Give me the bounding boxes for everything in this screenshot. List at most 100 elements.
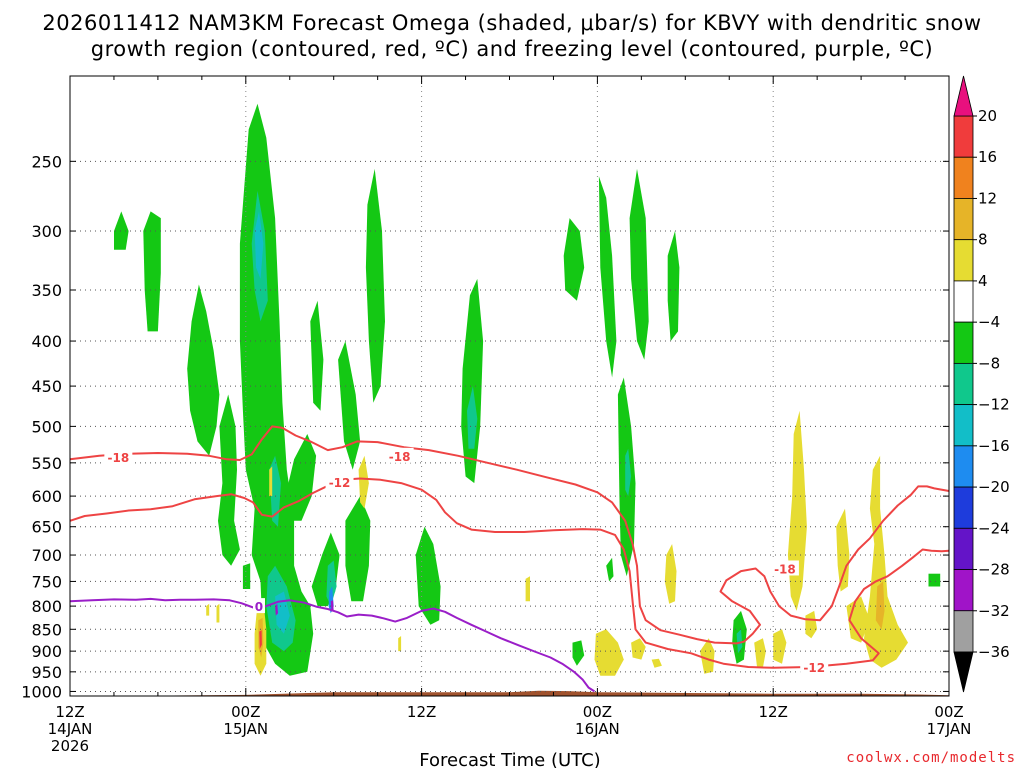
omega-shade-region — [625, 448, 632, 497]
x-tick-label: 00Z — [583, 703, 612, 721]
colorbar-swatch — [953, 527, 974, 570]
colorbar-swatch — [953, 362, 974, 406]
colorbar-label: −28 — [978, 561, 1010, 579]
colorbar-swatch — [953, 198, 974, 241]
omega-shade-region — [736, 629, 743, 654]
omega-shading-layer — [114, 103, 941, 676]
x-axis-label: Forecast Time (UTC) — [419, 750, 600, 768]
contour-label: -12 — [329, 476, 351, 490]
omega-shade-region — [836, 508, 850, 592]
x-tick-label: 12Z — [407, 703, 436, 721]
omega-shade-region — [667, 231, 680, 342]
omega-shade-region — [594, 629, 624, 676]
contour-label-background — [325, 473, 354, 489]
y-tick-label: 400 — [31, 332, 62, 351]
omega-shade-region — [805, 610, 818, 639]
omega-shade-region — [218, 394, 240, 566]
x-tick-label: 12Z — [55, 703, 84, 721]
contour-label: -18 — [774, 562, 796, 576]
colorbar-label: −16 — [978, 437, 1010, 455]
y-tick-label: 250 — [31, 152, 62, 171]
contour-label-background — [104, 449, 133, 465]
omega-shade-region — [275, 603, 278, 616]
colorbar-swatch — [953, 569, 974, 612]
colorbar-swatch — [953, 115, 974, 158]
omega-shade-region — [773, 629, 787, 664]
omega-shade-region — [629, 168, 649, 360]
x-tick-label: 12Z — [759, 703, 788, 721]
x-tick-label: 00Z — [231, 703, 260, 721]
colorbar-label: −20 — [978, 478, 1010, 496]
colorbar-swatch — [953, 156, 974, 199]
omega-shade-region — [572, 640, 585, 666]
omega-shade-region — [310, 300, 324, 411]
y-tick-label: 550 — [31, 454, 62, 473]
omega-shade-region — [651, 658, 662, 668]
omega-shade-region — [254, 211, 264, 279]
colorbar-swatch — [953, 321, 974, 364]
omega-shade-region — [216, 603, 220, 623]
colorbar-swatch — [953, 445, 974, 488]
contour-label: -12 — [803, 661, 825, 675]
y-tick-label: 900 — [31, 642, 62, 661]
x-tick-label: 14JAN — [48, 720, 93, 738]
y-tick-label: 1000 — [21, 682, 62, 701]
omega-shade-region — [875, 581, 885, 630]
contour-label-background — [385, 447, 414, 463]
omega-shade-region — [606, 557, 614, 582]
colorbar-label: −36 — [978, 643, 1010, 661]
omega-shade-region — [269, 466, 273, 497]
contour-label: 0 — [255, 600, 263, 614]
contour-line — [69, 477, 950, 669]
y-tick-label: 800 — [31, 597, 62, 616]
omega-shade-region — [330, 600, 334, 612]
omega-shade-region — [345, 496, 371, 602]
omega-shade-region — [598, 176, 617, 378]
axes-layer: 250 300 350 400 450 500 550 600 650 700 750 800 850 9… — [21, 75, 971, 755]
chart-title-line-1: 2026011412 NAM3KM Forecast Omega (shaded… — [42, 11, 981, 35]
omega-shade-region — [928, 573, 941, 587]
omega-shade-region — [187, 284, 220, 456]
omega-shade-region — [864, 455, 908, 668]
contour-label-background — [252, 598, 265, 614]
colorbar-label: −8 — [978, 354, 1000, 372]
colorbar-label: 20 — [978, 107, 997, 125]
colorbar-top-arrow — [953, 75, 974, 117]
colorbar-bottom-arrow — [953, 651, 974, 693]
omega-shade-region — [563, 218, 585, 301]
omega-shade-region — [365, 168, 385, 403]
omega-shade-region — [326, 560, 337, 607]
colorbar-label: −32 — [978, 602, 1010, 620]
colorbar-swatch — [953, 239, 974, 282]
y-tick-label: 350 — [31, 281, 62, 300]
omega-shade-region — [206, 603, 210, 616]
x-tick-label: 15JAN — [223, 720, 268, 738]
contour-label-background — [770, 560, 799, 576]
omega-shade-region — [285, 434, 317, 521]
omega-shade-region — [700, 638, 715, 674]
colorbar-label: 4 — [978, 272, 988, 290]
colorbar: 20 16 12 8 4 −4 −8 −12 −16 −20 −24 −28 −32 −36 — [953, 75, 1010, 693]
colorbar-label: 12 — [978, 189, 997, 207]
omega-shade-region — [338, 341, 361, 470]
x-tick-label: 2026 — [51, 737, 89, 755]
y-tick-label: 300 — [31, 222, 62, 241]
y-tick-label: 700 — [31, 546, 62, 565]
credit-link[interactable]: coolwx.com/modelts — [846, 750, 1016, 766]
colorbar-label: −4 — [978, 313, 1000, 331]
omega-shade-region — [461, 278, 484, 484]
chart-title-line-2: growth region (contoured, red, ºC) and f… — [91, 37, 934, 61]
x-tick-label: 00Z — [934, 703, 963, 721]
colorbar-label: 8 — [978, 231, 988, 249]
colorbar-label: 16 — [978, 148, 997, 166]
y-tick-label: 750 — [31, 572, 62, 591]
omega-shade-region — [259, 630, 262, 649]
omega-shade-region — [467, 386, 478, 449]
y-tick-label: 850 — [31, 620, 62, 639]
colorbar-swatch — [953, 610, 974, 653]
contour-label: -18 — [108, 451, 130, 465]
y-tick-label: 600 — [31, 487, 62, 506]
colorbar-swatch — [953, 280, 974, 323]
colorbar-swatch — [953, 404, 974, 447]
